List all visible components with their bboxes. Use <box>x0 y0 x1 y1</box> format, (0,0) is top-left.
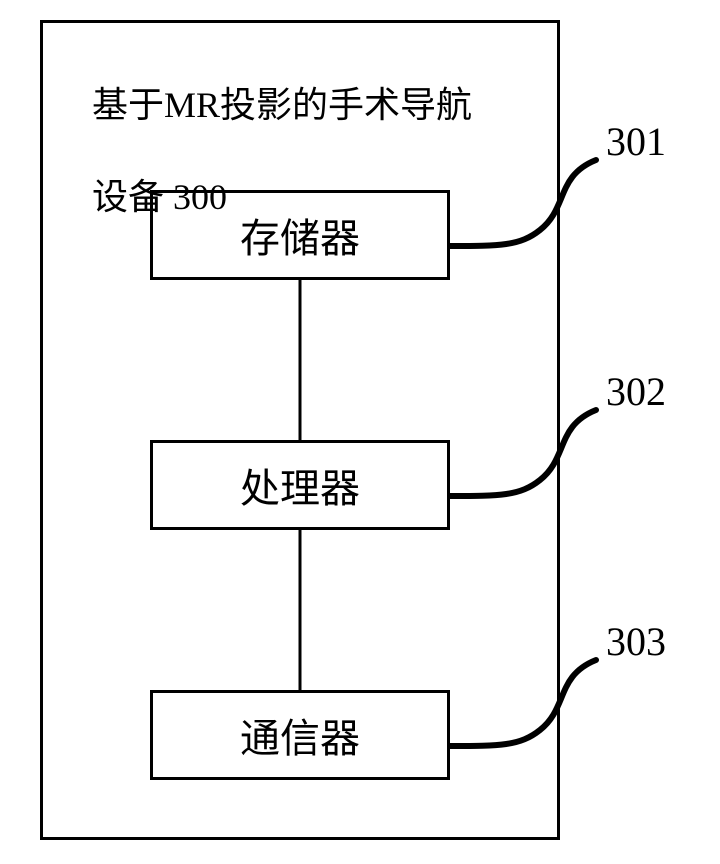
block-comm: 通信器 <box>150 690 450 780</box>
title-line-1: 基于MR投影的手术导航 <box>92 85 472 125</box>
callout-label-301: 301 <box>606 118 666 165</box>
block-processor: 处理器 <box>150 440 450 530</box>
block-comm-label: 通信器 <box>240 706 360 764</box>
block-processor-label: 处理器 <box>240 456 360 514</box>
callout-label-302: 302 <box>606 368 666 415</box>
diagram-canvas: 基于MR投影的手术导航 设备 300 存储器 处理器 通信器 301 302 3… <box>0 0 720 864</box>
callout-label-303: 303 <box>606 618 666 665</box>
block-storage: 存储器 <box>150 190 450 280</box>
block-storage-label: 存储器 <box>240 206 360 264</box>
